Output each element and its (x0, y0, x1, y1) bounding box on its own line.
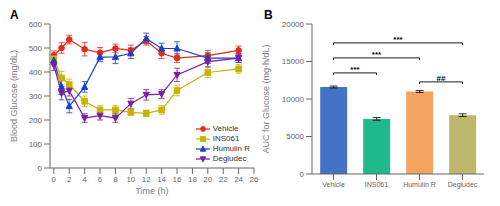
svg-text:10: 10 (126, 175, 135, 184)
html-text:A: A (10, 8, 19, 22)
svg-text:0: 0 (52, 175, 57, 184)
svg-text:INS061: INS061 (365, 181, 388, 188)
svg-text:Humulin R: Humulin R (403, 181, 436, 188)
svg-text:26: 26 (250, 175, 259, 184)
svg-text:Vehicle: Vehicle (322, 181, 345, 188)
svg-text:6: 6 (98, 175, 103, 184)
svg-text:##: ## (437, 74, 446, 83)
svg-text:10000: 10000 (282, 95, 305, 104)
html-text:Degludec: Degludec (212, 154, 247, 163)
svg-text:5000: 5000 (286, 132, 304, 141)
svg-text:AUC for Glucose (mg·h/dL): AUC for Glucose (mg·h/dL) (262, 44, 271, 153)
svg-text:2: 2 (67, 175, 72, 184)
svg-text:0: 0 (38, 164, 43, 173)
svg-text:***: *** (372, 50, 382, 59)
svg-text:500: 500 (29, 44, 43, 53)
svg-text:0: 0 (300, 170, 305, 179)
html-text:Humulin R: Humulin R (212, 144, 250, 153)
svg-text:600: 600 (29, 20, 43, 29)
svg-text:400: 400 (29, 68, 43, 77)
svg-text:20000: 20000 (282, 20, 305, 29)
html-text:B: B (264, 8, 273, 22)
svg-text:Time (h): Time (h) (135, 186, 168, 196)
svg-text:8: 8 (113, 175, 118, 184)
svg-text:14: 14 (157, 175, 166, 184)
svg-text:200: 200 (29, 116, 43, 125)
svg-text:22: 22 (219, 175, 228, 184)
svg-text:***: *** (393, 35, 403, 44)
svg-text:15000: 15000 (282, 57, 305, 66)
svg-text:12: 12 (142, 175, 151, 184)
svg-text:4: 4 (82, 175, 87, 184)
svg-text:16: 16 (173, 175, 182, 184)
svg-text:Degludec: Degludec (448, 181, 478, 189)
svg-text:24: 24 (234, 175, 243, 184)
svg-text:20: 20 (203, 175, 212, 184)
svg-text:18: 18 (188, 175, 197, 184)
html-text:Vehicle: Vehicle (212, 124, 239, 133)
svg-text:100: 100 (29, 140, 43, 149)
svg-text:Blood Glucose (mg/dL): Blood Glucose (mg/dL) (9, 50, 19, 142)
svg-text:***: *** (350, 65, 360, 74)
html-text:INS061: INS061 (212, 134, 240, 143)
svg-text:300: 300 (29, 92, 43, 101)
